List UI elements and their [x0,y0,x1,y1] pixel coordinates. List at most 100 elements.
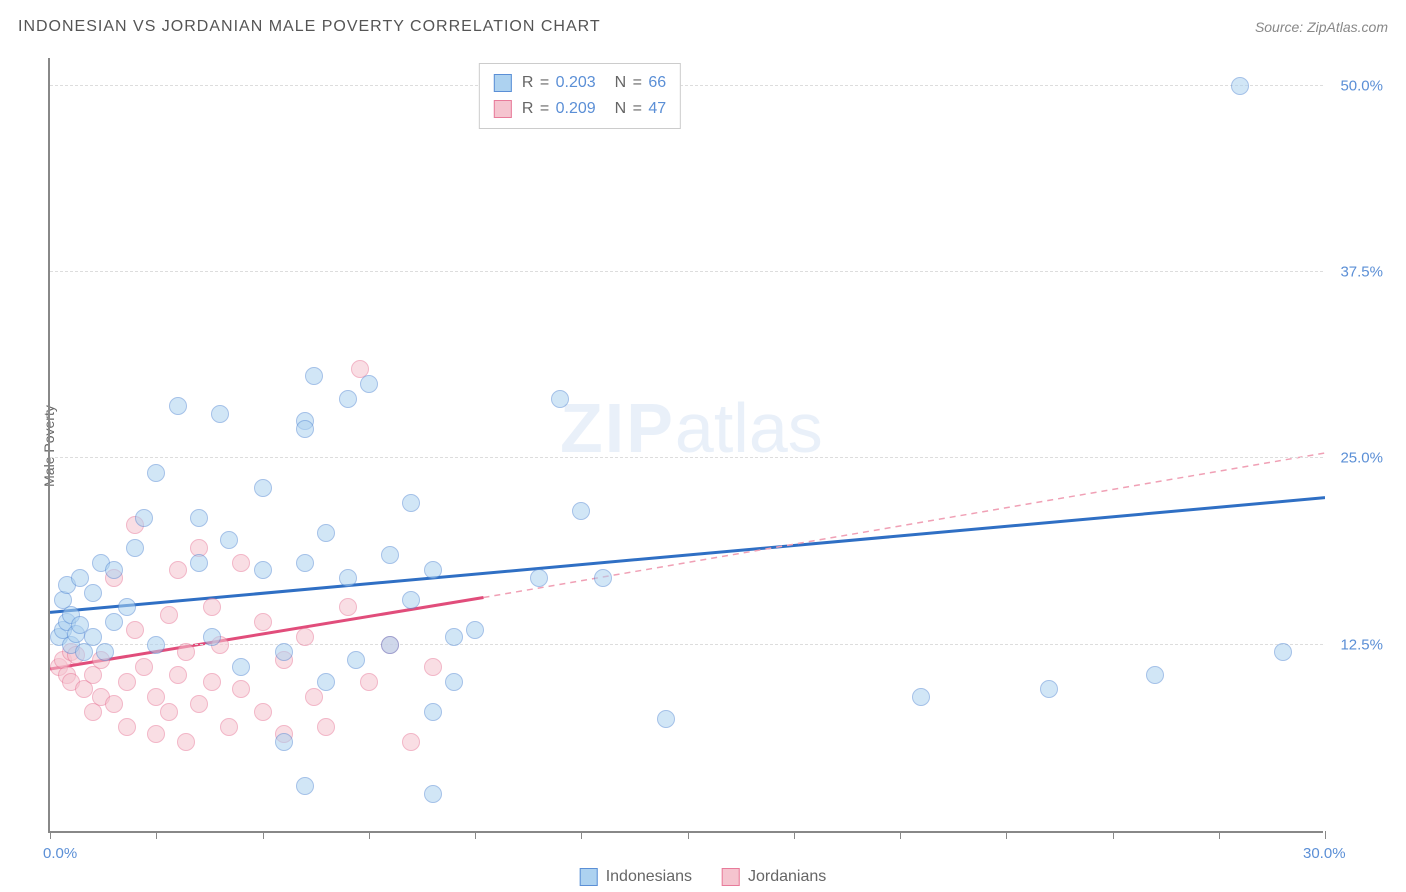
data-point-jordanians [203,598,221,616]
data-point-jordanians [360,673,378,691]
data-point-indonesians [530,569,548,587]
data-point-indonesians [445,628,463,646]
data-point-indonesians [296,554,314,572]
data-point-indonesians [211,405,229,423]
data-point-indonesians [445,673,463,691]
series-legend: Indonesians Jordanians [580,868,827,886]
stat-r-indonesians: R = 0.203 [522,70,596,96]
x-tick [581,831,582,839]
data-point-indonesians [657,710,675,728]
data-point-indonesians [594,569,612,587]
data-point-indonesians [347,651,365,669]
data-point-indonesians [305,367,323,385]
x-tick [263,831,264,839]
data-point-indonesians [147,464,165,482]
data-point-jordanians [424,658,442,676]
y-tick-label: 37.5% [1340,264,1383,281]
data-point-indonesians [339,569,357,587]
data-point-jordanians [203,673,221,691]
x-tick [688,831,689,839]
data-point-jordanians [177,733,195,751]
stat-n-indonesians: N = 66 [606,70,667,96]
data-point-indonesians [275,643,293,661]
data-point-indonesians [912,688,930,706]
gridline [50,271,1323,272]
x-tick [794,831,795,839]
data-point-jordanians [147,688,165,706]
data-point-indonesians [296,777,314,795]
header: INDONESIAN VS JORDANIAN MALE POVERTY COR… [18,18,1388,36]
data-point-jordanians [232,554,250,572]
x-tick [156,831,157,839]
data-point-indonesians [572,502,590,520]
chart-title: INDONESIAN VS JORDANIAN MALE POVERTY COR… [18,18,601,36]
data-point-indonesians [424,785,442,803]
data-point-indonesians [96,643,114,661]
data-point-jordanians [126,621,144,639]
trendlines-svg [50,58,1325,833]
data-point-indonesians [402,494,420,512]
data-point-indonesians [317,673,335,691]
swatch-indonesians [494,74,512,92]
data-point-indonesians [424,561,442,579]
x-tick [475,831,476,839]
x-tick [1006,831,1007,839]
data-point-indonesians [402,591,420,609]
data-point-indonesians [190,509,208,527]
data-point-indonesians [147,636,165,654]
gridline [50,85,1323,86]
data-point-indonesians [424,703,442,721]
data-point-indonesians [232,658,250,676]
legend-swatch-indonesians [580,868,598,886]
x-tick [900,831,901,839]
data-point-indonesians [339,390,357,408]
data-point-jordanians [118,718,136,736]
data-point-indonesians [551,390,569,408]
data-point-indonesians [135,509,153,527]
data-point-indonesians [1040,680,1058,698]
data-point-indonesians [381,546,399,564]
data-point-indonesians [254,479,272,497]
y-tick-label: 50.0% [1340,77,1383,94]
data-point-jordanians [254,703,272,721]
y-tick-label: 12.5% [1340,636,1383,653]
data-point-jordanians [317,718,335,736]
x-tick [1219,831,1220,839]
data-point-jordanians [135,658,153,676]
watermark-rest: atlas [675,389,823,467]
watermark-bold: ZIP [560,389,675,467]
data-point-indonesians [190,554,208,572]
watermark: ZIPatlas [560,388,823,468]
data-point-indonesians [381,636,399,654]
plot-area: ZIPatlas 12.5%25.0%37.5%50.0% [48,58,1323,833]
stats-row-indonesians: R = 0.203 N = 66 [494,70,666,96]
stat-n-jordanians: N = 47 [606,96,667,122]
data-point-indonesians [118,598,136,616]
gridline [50,644,1323,645]
data-point-jordanians [254,613,272,631]
data-point-jordanians [160,606,178,624]
data-point-jordanians [169,561,187,579]
stats-row-jordanians: R = 0.209 N = 47 [494,96,666,122]
stats-legend: R = 0.203 N = 66R = 0.209 N = 47 [479,63,681,129]
data-point-indonesians [105,613,123,631]
data-point-jordanians [190,695,208,713]
data-point-jordanians [232,680,250,698]
data-point-jordanians [105,695,123,713]
data-point-indonesians [126,539,144,557]
data-point-indonesians [71,569,89,587]
chart-container: INDONESIAN VS JORDANIAN MALE POVERTY COR… [0,0,1406,892]
x-max-label: 30.0% [1303,845,1346,862]
data-point-indonesians [466,621,484,639]
y-tick-label: 25.0% [1340,450,1383,467]
legend-item-indonesians: Indonesians [580,868,692,886]
source-label: Source: ZipAtlas.com [1255,19,1388,35]
legend-item-jordanians: Jordanians [722,868,826,886]
legend-swatch-jordanians [722,868,740,886]
x-origin-label: 0.0% [43,845,77,862]
data-point-jordanians [118,673,136,691]
data-point-indonesians [203,628,221,646]
data-point-jordanians [339,598,357,616]
stat-r-jordanians: R = 0.209 [522,96,596,122]
data-point-jordanians [220,718,238,736]
